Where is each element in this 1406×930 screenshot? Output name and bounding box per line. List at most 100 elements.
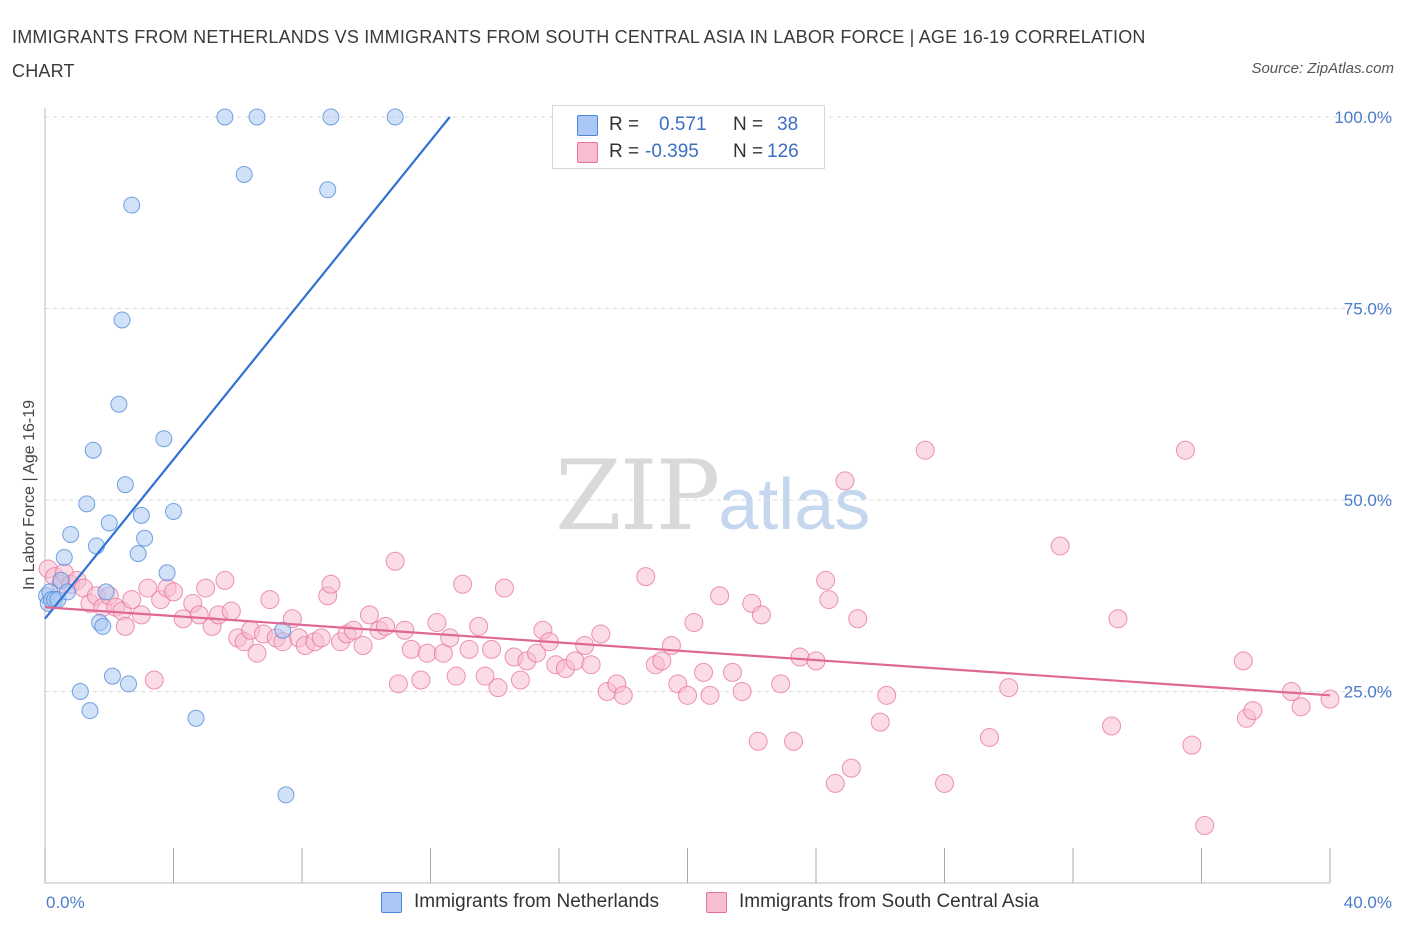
data-point	[155, 430, 173, 448]
axes	[44, 108, 1331, 884]
data-point	[475, 666, 495, 686]
data-point	[173, 609, 193, 629]
data-point	[684, 613, 704, 633]
legend-series-label: Immigrants from Netherlands	[414, 891, 659, 912]
data-point	[722, 662, 742, 682]
data-point	[247, 643, 267, 663]
data-point	[1182, 735, 1202, 755]
legend-swatch-netherlands	[381, 892, 402, 913]
data-point	[116, 476, 134, 494]
data-point	[469, 616, 489, 636]
stats-legend: R = 0.571 N = 38 R = -0.395 N = 126	[552, 105, 825, 169]
data-point	[1243, 701, 1263, 721]
data-point	[343, 620, 363, 640]
data-point	[581, 655, 601, 675]
data-point	[277, 786, 295, 804]
data-point	[123, 196, 141, 214]
data-point	[311, 628, 331, 648]
data-point	[613, 685, 633, 705]
legend-swatch-south-central-asia	[577, 142, 598, 163]
data-point	[748, 731, 768, 751]
data-point	[915, 440, 935, 460]
data-point	[187, 709, 205, 727]
data-point	[1195, 816, 1215, 836]
data-point	[319, 181, 337, 199]
legend-n-value: 126	[767, 141, 799, 162]
data-point	[1050, 536, 1070, 556]
data-point	[417, 643, 437, 663]
data-point	[527, 643, 547, 663]
netherlands-points	[38, 108, 404, 804]
data-point	[322, 108, 340, 126]
x-tick-label: 0.0%	[46, 893, 85, 912]
data-point	[427, 613, 447, 633]
data-point	[784, 731, 804, 751]
data-point	[661, 636, 681, 656]
data-point	[189, 605, 209, 625]
data-point	[62, 525, 80, 543]
data-point	[158, 564, 176, 582]
data-point	[100, 514, 118, 532]
y-tick-label: 100.0%	[1334, 108, 1392, 127]
data-point	[196, 578, 216, 598]
data-point	[1102, 716, 1122, 736]
data-point	[1175, 440, 1195, 460]
data-point	[1108, 609, 1128, 629]
data-point	[216, 108, 234, 126]
data-point	[84, 441, 102, 459]
watermark-zip: ZIP	[555, 440, 720, 552]
data-point	[459, 639, 479, 659]
data-point	[388, 674, 408, 694]
data-point	[999, 678, 1019, 698]
data-point	[482, 639, 502, 659]
data-point	[385, 551, 405, 571]
data-point	[274, 621, 292, 639]
data-point	[138, 578, 158, 598]
y-tick-label: 50.0%	[1344, 491, 1392, 510]
data-point	[700, 685, 720, 705]
trend-lines	[44, 116, 1331, 697]
y-axis-label: In Labor Force | Age 16-19	[21, 400, 38, 590]
data-point	[678, 685, 697, 705]
data-point	[488, 678, 508, 698]
data-point	[78, 495, 96, 513]
data-point	[97, 583, 115, 601]
data-point	[359, 605, 379, 625]
data-point	[136, 529, 154, 547]
chart-title: IMMIGRANTS FROM NETHERLANDS VS IMMIGRANT…	[12, 27, 1146, 81]
legend-n-label: N =	[733, 114, 764, 135]
data-point	[636, 567, 656, 587]
legend-r-value: 0.571	[659, 114, 707, 135]
data-point	[235, 165, 253, 183]
data-point	[751, 605, 771, 625]
data-point	[453, 574, 473, 594]
data-point	[819, 590, 839, 610]
data-point	[122, 590, 142, 610]
data-point	[835, 471, 855, 491]
data-point	[870, 712, 890, 732]
legend-swatch-netherlands	[577, 115, 598, 136]
data-point	[165, 502, 182, 520]
data-point	[248, 108, 266, 126]
x-tick-label: 40.0%	[1344, 893, 1392, 912]
data-point	[710, 586, 730, 606]
trend-line-netherlands	[44, 116, 451, 620]
data-point	[129, 545, 147, 563]
data-point	[877, 685, 897, 705]
data-point	[694, 662, 714, 682]
data-point	[652, 651, 672, 671]
data-point	[87, 537, 105, 555]
data-point	[1320, 689, 1340, 709]
data-point	[411, 670, 431, 690]
data-point	[841, 758, 861, 778]
data-point	[81, 702, 99, 720]
data-point	[321, 574, 341, 594]
data-point	[825, 773, 845, 793]
data-point	[221, 601, 241, 621]
data-point	[1291, 697, 1311, 717]
data-point	[386, 108, 404, 126]
data-point	[732, 682, 752, 701]
data-point	[440, 628, 460, 648]
grid-lines	[45, 116, 1392, 692]
